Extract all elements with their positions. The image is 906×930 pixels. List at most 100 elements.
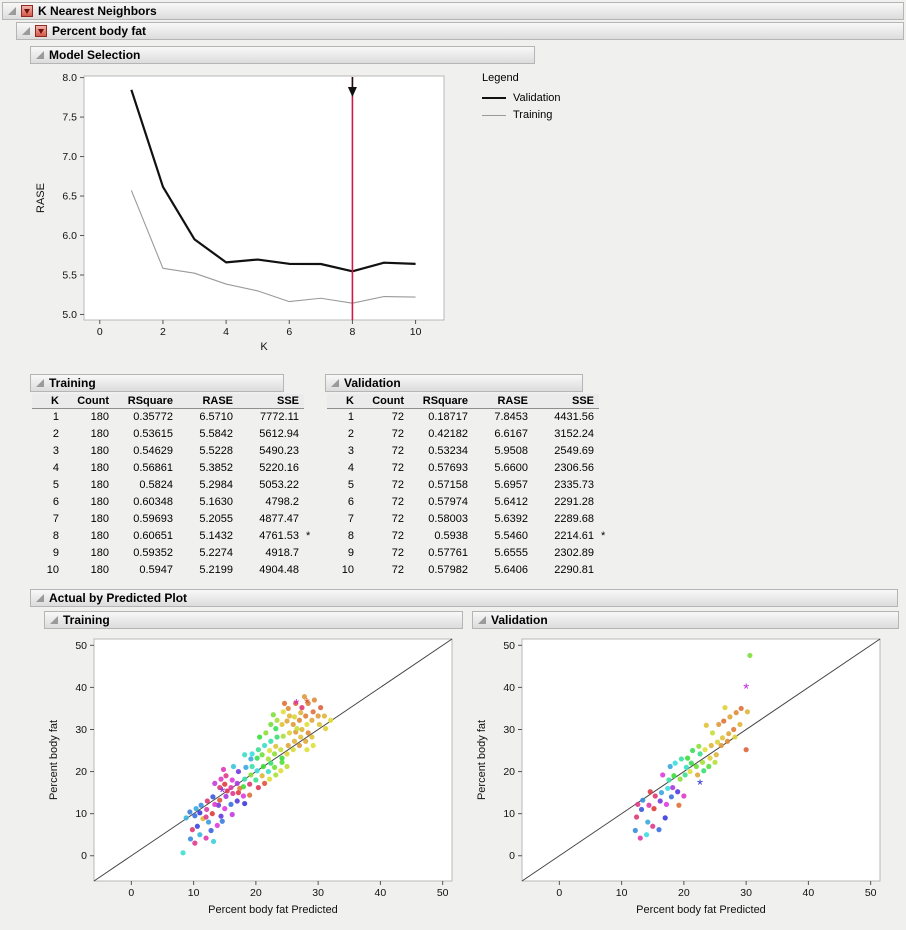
- data-point[interactable]: [315, 713, 321, 719]
- data-point[interactable]: [214, 822, 220, 829]
- data-point[interactable]: [298, 710, 304, 716]
- data-point[interactable]: [284, 751, 290, 757]
- data-point[interactable]: [180, 850, 186, 856]
- data-point[interactable]: [193, 806, 199, 812]
- table-row[interactable]: 3 72 0.53234 5.9508 2549.69: [347, 445, 594, 457]
- data-point[interactable]: [291, 738, 298, 744]
- data-point[interactable]: [280, 733, 286, 739]
- data-point[interactable]: [633, 814, 640, 820]
- data-point[interactable]: [687, 768, 693, 775]
- data-point[interactable]: [732, 734, 738, 740]
- data-point[interactable]: [265, 756, 271, 762]
- data-point[interactable]: [321, 713, 327, 719]
- data-point[interactable]: [708, 742, 714, 749]
- data-point[interactable]: [268, 760, 274, 766]
- data-point[interactable]: [218, 813, 224, 819]
- data-point[interactable]: [219, 818, 225, 824]
- data-point[interactable]: [198, 802, 204, 808]
- data-point[interactable]: [660, 772, 666, 778]
- disclosure-icon[interactable]: [331, 379, 339, 387]
- data-point[interactable]: [675, 789, 681, 795]
- data-point[interactable]: [274, 734, 280, 740]
- data-point[interactable]: [254, 768, 260, 774]
- data-point[interactable]: [738, 705, 744, 712]
- data-point[interactable]: [243, 764, 249, 770]
- data-point[interactable]: [265, 768, 271, 775]
- data-point[interactable]: [696, 743, 702, 749]
- data-point[interactable]: [212, 801, 218, 808]
- data-point[interactable]: [665, 785, 671, 792]
- data-point[interactable]: [273, 726, 279, 732]
- legend-item-validation[interactable]: Validation: [482, 92, 561, 104]
- asterisk-marker[interactable]: *: [304, 695, 310, 712]
- data-point[interactable]: [305, 730, 311, 736]
- data-point[interactable]: [668, 794, 675, 800]
- data-point[interactable]: [637, 835, 643, 841]
- data-point[interactable]: [657, 798, 663, 804]
- data-point[interactable]: [204, 798, 210, 804]
- table-row[interactable]: 10 180 0.5947 5.2199 4904.48: [46, 564, 299, 576]
- data-point[interactable]: [248, 772, 254, 778]
- data-point[interactable]: [222, 781, 228, 787]
- data-point[interactable]: [255, 747, 261, 753]
- data-point[interactable]: [212, 780, 218, 786]
- asterisk-marker[interactable]: *: [697, 777, 703, 794]
- data-point[interactable]: [303, 713, 309, 719]
- data-point[interactable]: [707, 755, 713, 761]
- data-point[interactable]: [733, 710, 739, 716]
- data-point[interactable]: [724, 738, 731, 744]
- data-point[interactable]: [271, 764, 278, 770]
- data-point[interactable]: [240, 793, 247, 799]
- data-point[interactable]: [645, 819, 651, 825]
- data-point[interactable]: [218, 776, 224, 782]
- data-point[interactable]: [714, 739, 721, 745]
- data-point[interactable]: [279, 755, 285, 761]
- data-point[interactable]: [235, 768, 242, 775]
- data-point[interactable]: [323, 726, 329, 732]
- data-point[interactable]: [217, 797, 223, 803]
- data-point[interactable]: [298, 734, 304, 740]
- data-point[interactable]: [299, 705, 305, 711]
- disclosure-icon[interactable]: [36, 594, 44, 602]
- data-point[interactable]: [192, 840, 198, 846]
- data-point[interactable]: [656, 827, 662, 833]
- data-point[interactable]: [261, 742, 268, 749]
- data-point[interactable]: [640, 797, 646, 803]
- disclosure-icon[interactable]: [22, 27, 30, 35]
- data-point[interactable]: [670, 784, 676, 791]
- data-point[interactable]: [683, 764, 689, 770]
- disclosure-icon[interactable]: [36, 51, 44, 59]
- table-row[interactable]: 6 72 0.57974 5.6412 2291.28: [347, 496, 594, 508]
- data-point[interactable]: [222, 806, 228, 812]
- disclosure-icon[interactable]: [478, 616, 486, 624]
- data-point[interactable]: [210, 838, 217, 845]
- data-point[interactable]: [309, 717, 315, 723]
- data-point[interactable]: [204, 806, 210, 813]
- red-triangle-menu-icon[interactable]: [21, 5, 33, 17]
- data-point[interactable]: [677, 776, 683, 782]
- data-point[interactable]: [223, 773, 229, 779]
- data-point[interactable]: [270, 712, 276, 718]
- data-point[interactable]: [294, 726, 300, 732]
- data-point[interactable]: [230, 763, 237, 770]
- data-point[interactable]: [187, 809, 193, 815]
- data-point[interactable]: [187, 836, 194, 842]
- data-point[interactable]: [259, 752, 265, 758]
- data-point[interactable]: [254, 755, 260, 761]
- data-point[interactable]: [209, 811, 215, 817]
- data-point[interactable]: [747, 652, 753, 659]
- data-point[interactable]: [290, 721, 296, 728]
- data-point[interactable]: [702, 747, 708, 753]
- data-point[interactable]: [722, 705, 728, 711]
- data-point[interactable]: [706, 763, 712, 770]
- data-point[interactable]: [259, 773, 265, 779]
- data-point[interactable]: [296, 717, 303, 723]
- data-point[interactable]: [713, 752, 719, 758]
- data-point[interactable]: [650, 823, 656, 829]
- data-point[interactable]: [305, 700, 311, 706]
- data-point[interactable]: [242, 776, 248, 782]
- asterisk-marker[interactable]: *: [743, 681, 749, 698]
- data-point[interactable]: [261, 780, 268, 786]
- data-point[interactable]: [197, 832, 203, 838]
